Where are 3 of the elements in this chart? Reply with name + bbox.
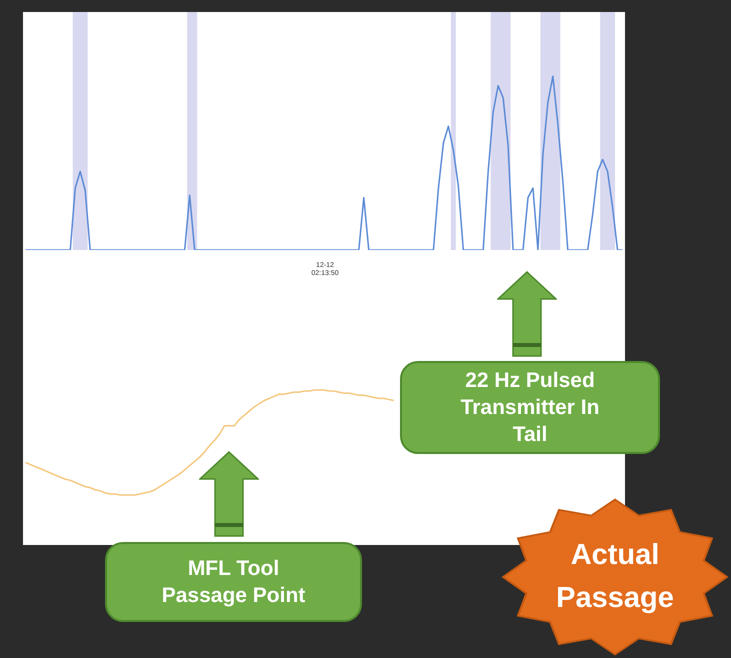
text: Actual Passage xyxy=(556,538,674,616)
callout-box: MFL Tool Passage Point xyxy=(105,542,362,622)
callout-box: 22 Hz Pulsed Transmitter In Tail xyxy=(400,361,660,454)
